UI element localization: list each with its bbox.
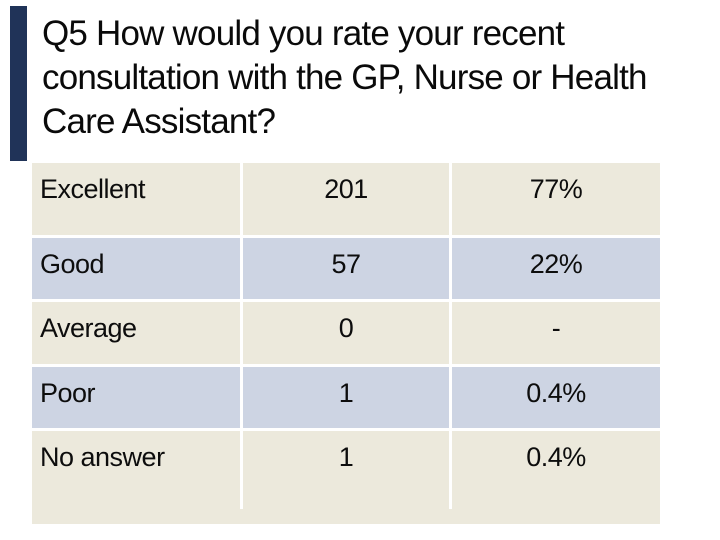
table-cell-count: 1	[243, 431, 449, 509]
table-cell-percent: 77%	[452, 163, 660, 235]
title-line-1: Q5 How would you rate your recent	[42, 14, 565, 53]
title-line-3: Care Assistant?	[42, 102, 276, 141]
table-cell-count: 57	[243, 238, 449, 299]
table-cell-label: Average	[32, 302, 240, 364]
table-cell-label: Poor	[32, 367, 240, 428]
slide-title: Q5 How would you rate your recent consul…	[42, 12, 702, 144]
table-cell-percent: -	[452, 302, 660, 364]
table-cell-count: 0	[243, 302, 449, 364]
table-cell-label: Good	[32, 238, 240, 299]
table-cell-count: 1	[243, 367, 449, 428]
accent-bar	[10, 6, 27, 161]
table-cell-percent: 0.4%	[452, 367, 660, 428]
table-cell-label: Excellent	[32, 163, 240, 235]
table-bottom-strip	[32, 509, 660, 524]
table-cell-percent: 0.4%	[452, 431, 660, 509]
table-cell-percent: 22%	[452, 238, 660, 299]
table-cell-label: No answer	[32, 431, 240, 509]
table-cell-count: 201	[243, 163, 449, 235]
title-line-2: consultation with the GP, Nurse or Healt…	[42, 58, 647, 97]
survey-results-table: Excellent 201 77% Good 57 22% Average 0 …	[32, 163, 660, 509]
